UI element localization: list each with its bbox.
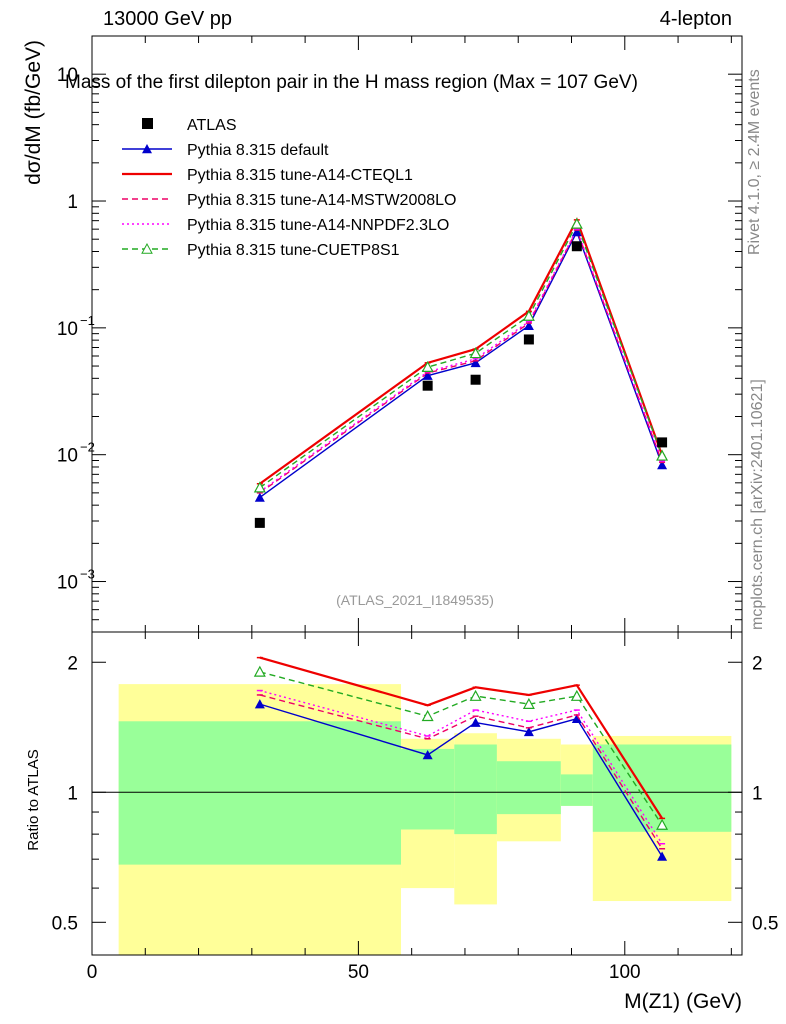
- ratio-line-series-2: [259, 694, 663, 850]
- main-line-series-4: [259, 222, 663, 489]
- ratio-point-series-0-2: [470, 717, 481, 727]
- main-point-series-4-3: [522, 309, 535, 321]
- mcplots-reference-label: mcplots.cern.ch [arXiv:2401.10621]: [749, 379, 766, 630]
- atlas-data-point-3: [523, 334, 534, 345]
- ratio-band-green-2: [454, 744, 497, 835]
- ratio-panel-frame: [91, 631, 743, 956]
- main-point-series-4-0: [253, 481, 266, 493]
- legend-label-0: ATLAS: [187, 117, 237, 134]
- ratio-line-series-3: [259, 689, 663, 845]
- main-y-tick-label: 1: [67, 192, 78, 213]
- atlas-data-point-1: [422, 380, 433, 391]
- ratio-line-series-0: [259, 703, 663, 857]
- main-y-tick-exponent: −2: [80, 440, 95, 455]
- axis-labels: M(Z1) (GeV) dσ/dM (fb/GeV) Ratio to ATLAS: [22, 40, 742, 1013]
- ratio-y-tick-label-right: 0.5: [752, 913, 778, 934]
- legend: ATLAS Pythia 8.315 default Pythia 8.315 tu…: [122, 117, 456, 259]
- ratio-y-tick-label: 1: [67, 783, 78, 804]
- legend-label-2: Pythia 8.315 tune-A14-CTEQL1: [187, 167, 413, 184]
- y-axis-label: dσ/dM (fb/GeV): [22, 40, 45, 185]
- main-y-tick-exponent: −3: [80, 567, 95, 582]
- ratio-point-series-4-0: [253, 665, 266, 677]
- main-point-series-0-5: [657, 459, 668, 470]
- legend-label-5: Pythia 8.315 tune-CUETP8S1: [187, 242, 400, 259]
- ratio-point-series-0-0: [254, 699, 265, 709]
- main-y-tick-label: 10: [57, 65, 78, 86]
- ratio-y-tick-label-right: 2: [752, 653, 763, 674]
- atlas-data-point-2: [470, 374, 481, 385]
- atlas-data-point-4: [571, 241, 582, 252]
- ratio-y-tick-label: 2: [67, 653, 78, 674]
- ratio-band-green-3: [496, 761, 561, 815]
- atlas-data-point-5: [657, 437, 668, 448]
- ratio-point-series-0-5: [657, 851, 668, 861]
- legend-label-1: Pythia 8.315 default: [187, 142, 329, 159]
- analysis-id: (ATLAS_2021_I1849535): [336, 592, 494, 608]
- ratio-y-tick-label: 0.5: [52, 913, 78, 934]
- main-y-tick-label: 10: [57, 573, 78, 594]
- ratio-line-series-1: [259, 656, 664, 819]
- ratio-point-series-0-4: [571, 713, 582, 723]
- ratio-band-green-1: [401, 748, 455, 830]
- ratio-band-green-4: [560, 774, 593, 806]
- main-line-series-0: [259, 230, 663, 499]
- legend-label-4: Pythia 8.315 tune-A14-NNPDF2.3LO: [187, 217, 449, 234]
- legend-label-3: Pythia 8.315 tune-A14-MSTW2008LO: [187, 192, 456, 209]
- main-point-series-0-0: [254, 492, 265, 502]
- ratio-band-green-0: [118, 721, 402, 865]
- channel-label: 4-lepton: [659, 8, 732, 30]
- ratio-y-tick-label-right: 1: [752, 783, 763, 804]
- ratio-uncertainty-bands: [92, 684, 742, 955]
- beam-label: 13000 GeV pp: [103, 8, 232, 30]
- x-tick-label: 100: [609, 962, 641, 983]
- x-tick-label: 50: [348, 962, 369, 983]
- main-point-series-0-3: [523, 320, 534, 330]
- main-point-series-0-1: [422, 370, 433, 380]
- main-line-series-2: [259, 228, 663, 494]
- main-point-series-4-5: [656, 449, 669, 461]
- main-y-tick-exponent: −1: [80, 313, 95, 328]
- main-point-series-4-2: [469, 347, 482, 359]
- main-point-series-4-4: [570, 217, 583, 229]
- plot-title: Mass of the first dilepton pair in the H…: [65, 72, 638, 93]
- x-tick-label: 0: [87, 962, 98, 983]
- ratio-series-lines: [253, 656, 669, 861]
- rivet-version-label: Rivet 4.1.0, ≥ 2.4M events: [746, 69, 763, 255]
- ratio-point-series-4-3: [522, 697, 535, 709]
- main-y-tick-label: 10: [57, 319, 78, 340]
- x-axis-label: M(Z1) (GeV): [624, 990, 742, 1013]
- legend-marker-5: [141, 242, 153, 254]
- main-y-tick-label: 10: [57, 446, 78, 467]
- ratio-point-series-4-2: [469, 689, 482, 701]
- ratio-y-axis-label: Ratio to ATLAS: [25, 749, 42, 850]
- ratio-point-series-4-4: [570, 689, 583, 701]
- ratio-point-series-4-5: [656, 818, 669, 830]
- main-series-markers: [253, 217, 669, 528]
- main-point-series-4-1: [421, 360, 434, 372]
- main-series-lines: [259, 217, 664, 499]
- atlas-data-point-0: [254, 517, 265, 528]
- ratio-point-series-4-1: [421, 709, 434, 722]
- ratio-point-series-0-1: [422, 749, 433, 760]
- ratio-point-series-0-3: [523, 726, 534, 737]
- main-point-series-0-2: [470, 357, 481, 368]
- main-line-series-1: [259, 217, 664, 485]
- ratio-line-series-4: [259, 671, 663, 826]
- main-line-series-3: [259, 227, 663, 493]
- legend-marker-1: [142, 144, 152, 154]
- main-point-series-0-4: [571, 226, 582, 237]
- legend-marker-atlas: [142, 118, 153, 129]
